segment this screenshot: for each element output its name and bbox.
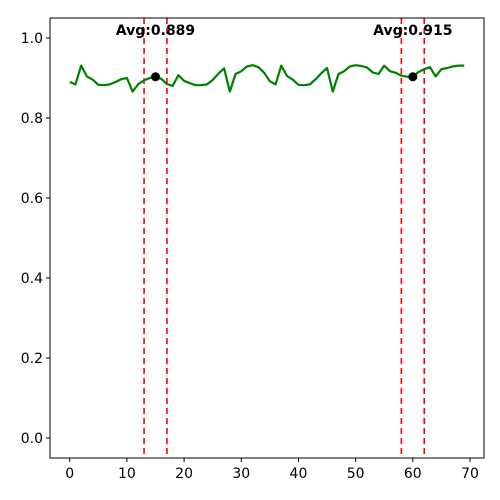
- y-tick-label: 0.6: [21, 191, 43, 207]
- x-tick-label: 0: [65, 466, 74, 482]
- annotations: Avg:0.889 Avg:0.915: [116, 23, 453, 39]
- x-tick-label: 30: [232, 466, 250, 482]
- x-tick-label: 70: [461, 466, 479, 482]
- x-tick-label: 50: [347, 466, 365, 482]
- x-tick-label: 10: [118, 466, 136, 482]
- x-tick-label: 20: [175, 466, 193, 482]
- series-line: [69, 64, 465, 93]
- point-marker: [150, 72, 160, 82]
- avg-annotation: Avg:0.915: [373, 23, 452, 39]
- x-tick-label: 40: [290, 466, 308, 482]
- y-tick-label: 0.4: [21, 271, 43, 287]
- plot-area: [69, 18, 465, 458]
- axes-frame: [49, 17, 485, 459]
- plot-content: [69, 18, 465, 458]
- y-tick-label: 0.0: [21, 431, 43, 447]
- x-tick-label: 60: [404, 466, 422, 482]
- y-tick-label: 1.0: [21, 31, 43, 47]
- y-tick-label: 0.8: [21, 111, 43, 127]
- avg-annotation: Avg:0.889: [116, 23, 195, 39]
- axis-ticks: 0 10 20 30 40 50 60 70 0.0 0.2 0.4 0.6 0.8 1.0: [21, 31, 479, 482]
- point-marker: [408, 72, 418, 82]
- y-tick-label: 0.2: [21, 351, 43, 367]
